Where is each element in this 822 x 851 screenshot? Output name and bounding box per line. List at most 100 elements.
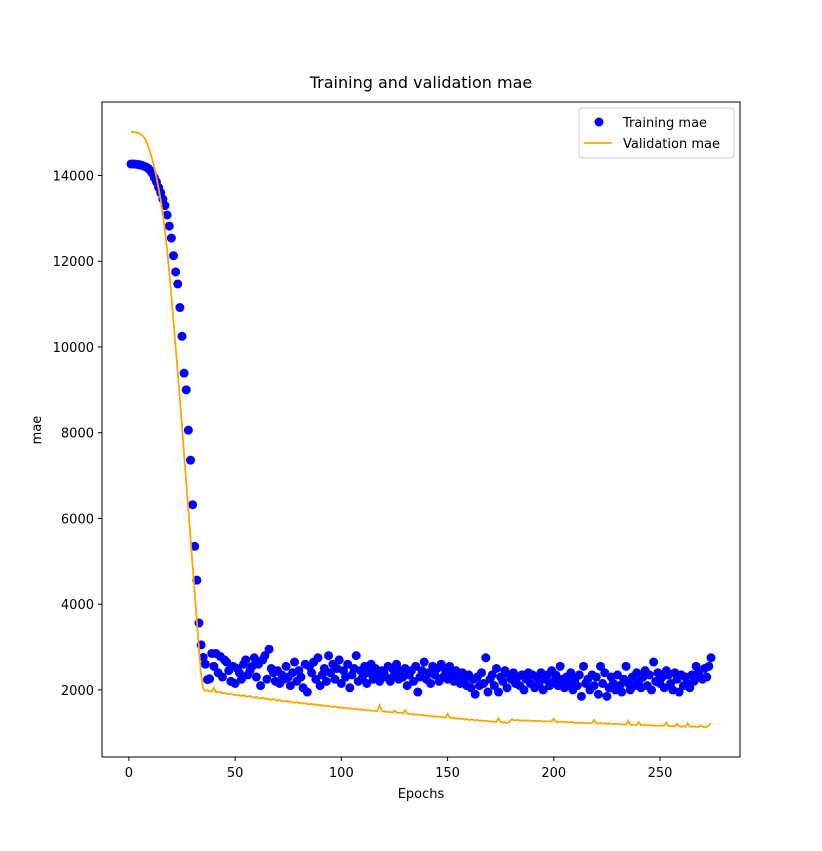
data-point	[621, 661, 631, 671]
data-point	[593, 689, 603, 699]
data-point	[706, 653, 716, 663]
data-point	[409, 676, 419, 686]
data-point	[483, 687, 493, 697]
data-point	[481, 653, 491, 663]
data-point	[479, 678, 489, 688]
data-point	[168, 251, 178, 261]
data-point	[260, 651, 270, 661]
data-point	[181, 385, 191, 395]
y-tick-label: 2000	[61, 684, 94, 699]
data-point	[704, 661, 714, 671]
data-point	[307, 668, 317, 678]
data-point	[659, 683, 669, 693]
data-point	[413, 687, 423, 697]
data-line	[131, 130, 712, 729]
data-point	[264, 644, 274, 654]
data-point	[190, 541, 200, 551]
data-point	[217, 672, 227, 682]
data-point	[345, 683, 355, 693]
legend-label: Training mae	[622, 116, 707, 131]
data-point	[302, 687, 312, 697]
data-point	[364, 668, 374, 678]
data-point	[183, 425, 193, 435]
data-point	[647, 685, 657, 695]
data-point	[321, 676, 331, 686]
y-axis-label: mae	[30, 416, 45, 445]
data-point	[171, 267, 181, 277]
data-point	[326, 668, 336, 678]
data-point	[262, 674, 272, 684]
y-tick-label: 4000	[61, 598, 94, 613]
data-point	[343, 659, 353, 669]
data-point	[596, 661, 606, 671]
data-point	[324, 651, 334, 661]
data-point	[477, 668, 487, 678]
data-point	[555, 661, 565, 671]
data-point	[256, 681, 266, 691]
x-tick-label: 250	[648, 766, 673, 781]
x-tick-label: 50	[227, 766, 244, 781]
data-point	[175, 303, 185, 313]
data-point	[173, 279, 183, 289]
data-point	[494, 687, 504, 697]
y-tick-label: 10000	[53, 341, 94, 356]
data-point	[222, 657, 232, 667]
plot-frame	[101, 101, 741, 758]
x-axis-label: Epochs	[398, 787, 445, 802]
data-point	[209, 661, 219, 671]
x-tick-label: 200	[541, 766, 566, 781]
data-point	[177, 331, 187, 341]
data-point	[566, 668, 576, 678]
data-point	[445, 661, 455, 671]
y-tick-label: 6000	[61, 512, 94, 527]
data-point	[572, 681, 582, 691]
data-point	[436, 659, 446, 669]
data-point	[498, 676, 508, 686]
plot-area	[126, 130, 716, 729]
chart-title: Training and validation mae	[309, 73, 533, 92]
data-point	[579, 661, 589, 671]
data-point	[330, 674, 340, 684]
data-point	[589, 681, 599, 691]
data-point	[385, 676, 395, 686]
legend-marker	[594, 117, 604, 127]
legend-box	[578, 107, 735, 159]
data-point	[644, 670, 654, 680]
data-point	[241, 655, 251, 665]
data-point	[236, 674, 246, 684]
data-point	[426, 678, 436, 688]
data-point	[576, 691, 586, 701]
data-point	[685, 683, 695, 693]
x-tick-label: 0	[125, 766, 133, 781]
data-point	[617, 687, 627, 697]
data-point	[411, 661, 421, 671]
x-tick-label: 150	[435, 766, 460, 781]
data-point	[602, 691, 612, 701]
data-point	[336, 678, 346, 688]
data-point	[598, 678, 608, 688]
data-point	[358, 672, 368, 682]
data-point	[249, 653, 259, 663]
data-point	[649, 657, 659, 667]
data-point	[315, 681, 325, 691]
data-point	[251, 672, 261, 682]
data-point	[166, 233, 176, 243]
y-tick-label: 12000	[53, 255, 94, 270]
data-point	[285, 681, 295, 691]
data-point	[674, 687, 684, 697]
data-point	[491, 663, 501, 673]
data-point	[164, 221, 174, 231]
data-point	[313, 653, 323, 663]
data-point	[591, 672, 601, 682]
data-point	[502, 683, 512, 693]
data-point	[205, 674, 215, 684]
data-point	[538, 685, 548, 695]
data-point	[702, 672, 712, 682]
data-point	[281, 661, 291, 671]
data-point	[375, 676, 385, 686]
legend-label: Validation mae	[623, 137, 720, 152]
data-point	[470, 689, 480, 699]
data-point	[574, 670, 584, 680]
data-point	[551, 670, 561, 680]
data-point	[689, 676, 699, 686]
